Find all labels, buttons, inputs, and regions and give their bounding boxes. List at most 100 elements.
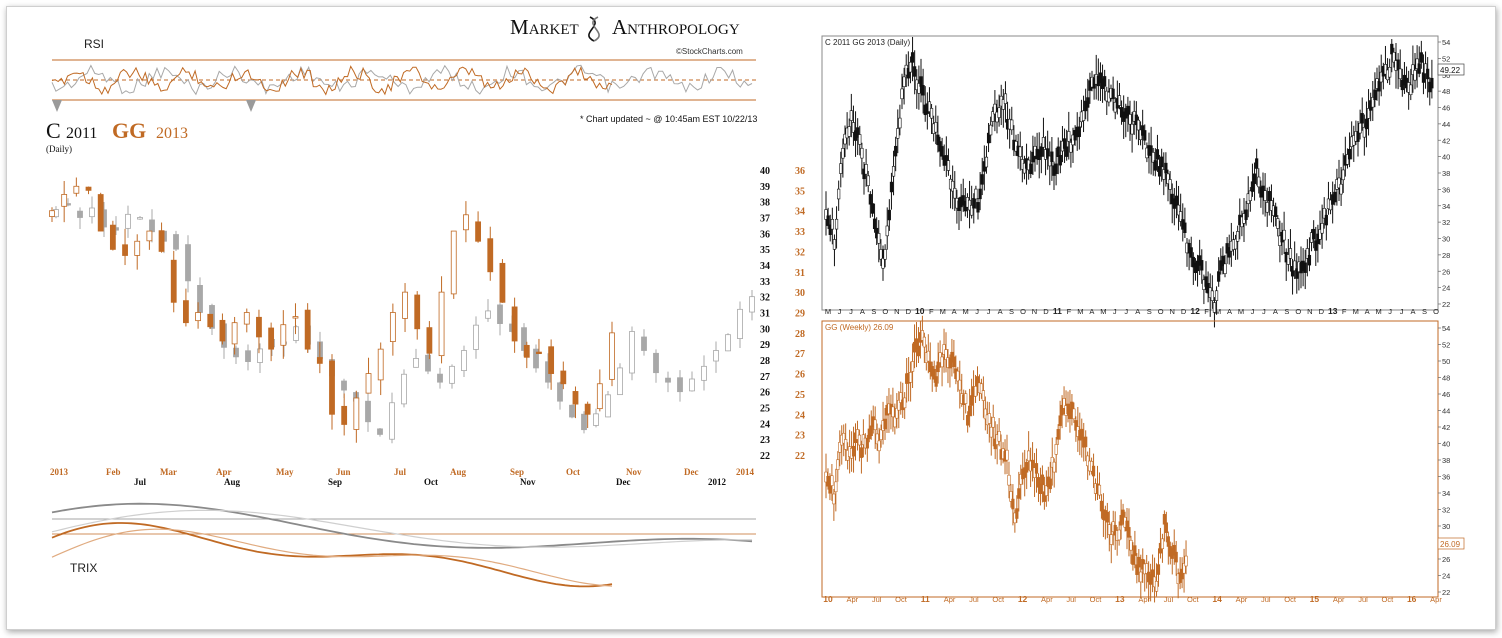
c-candle — [365, 388, 371, 432]
weekly-bar — [946, 148, 951, 176]
weekly-bar — [951, 165, 955, 210]
weekly-bar — [864, 148, 868, 187]
weekly-bar — [974, 185, 978, 209]
y-tick-label: 54 — [1442, 324, 1450, 333]
weekly-bar — [897, 391, 901, 429]
weekly-bar — [1390, 39, 1394, 73]
weekly-bar — [1076, 407, 1080, 452]
c-price-tick: 28 — [760, 356, 770, 367]
y-tick-label: 36 — [1442, 473, 1450, 482]
weekly-bar — [893, 403, 897, 435]
gg-weekly-title: GG (Weekly) 26.09 — [825, 323, 894, 332]
weekly-bar — [981, 376, 985, 418]
weekly-bar — [956, 366, 960, 392]
weekly-bar — [883, 407, 887, 440]
y-tick-label: 52 — [1442, 341, 1450, 350]
gg-weekly-panel: GG (Weekly) 26.09 54 52 50 48 46 44 42 40 38 36 34… — [821, 315, 1465, 604]
weekly-bar — [1383, 45, 1388, 79]
x-tick-label: J — [1113, 307, 1117, 316]
y-tick-label: 52 — [1442, 54, 1450, 63]
weekly-bar — [1377, 65, 1381, 106]
c-price-tick: 40 — [760, 166, 770, 177]
gg-candle — [280, 310, 287, 359]
weekly-bar — [983, 396, 987, 431]
weekly-bar — [1034, 448, 1039, 493]
c-candle — [77, 207, 83, 229]
c-price-axis: 40 39 38 37 36 35 34 33 32 31 30 29 28 27 26 25 24 23 22 36… — [760, 166, 805, 462]
x-tick-label: F — [1204, 307, 1209, 316]
weekly-bar — [1345, 148, 1350, 169]
weekly-bar — [1162, 510, 1166, 542]
dna-logo-icon — [588, 16, 600, 42]
weekly-bar — [1204, 261, 1208, 293]
x-tick-label: M — [1077, 307, 1083, 316]
weekly-bar — [1265, 187, 1269, 227]
weekly-bar — [894, 136, 898, 172]
c-date-tick: Aug — [224, 477, 241, 487]
x-tick-label: Jul — [1358, 595, 1368, 604]
weekly-bar — [1031, 135, 1035, 175]
gg-price-tick: 24 — [795, 410, 805, 421]
x-tick-label: M — [825, 307, 831, 316]
weekly-bar — [1127, 508, 1131, 557]
x-tick-label: D — [906, 307, 912, 316]
weekly-bar — [966, 411, 970, 433]
weekly-bar — [1269, 184, 1274, 223]
weekly-bar — [1157, 154, 1162, 185]
weekly-bar — [1070, 394, 1074, 426]
weekly-bar — [1056, 424, 1060, 445]
weekly-bar — [1017, 471, 1021, 512]
c-price-tick: 35 — [760, 245, 770, 256]
x-tick-label: J — [849, 307, 853, 316]
weekly-bar — [936, 115, 940, 153]
x-tick-label: F — [1342, 307, 1347, 316]
c-candle — [173, 230, 179, 252]
gg-candle — [268, 322, 275, 362]
x-tick-label: Oct — [992, 595, 1005, 604]
x-tick-label: Jul — [1164, 595, 1174, 604]
weekly-bar — [944, 332, 948, 373]
x-tick-label: 10 — [915, 306, 925, 316]
rsi-panel — [51, 59, 756, 112]
gg-candle — [377, 342, 384, 396]
gg-price-tick: 26 — [795, 370, 805, 381]
x-tick-label: Oct — [895, 595, 908, 604]
c-candle — [497, 303, 503, 336]
x-tick-label: 15 — [1310, 594, 1320, 604]
weekly-bar — [1184, 540, 1188, 575]
weekly-bar — [958, 360, 962, 409]
weekly-bar — [891, 387, 895, 432]
weekly-bar — [1223, 254, 1227, 278]
weekly-bar — [961, 178, 965, 212]
weekly-bar — [917, 65, 921, 110]
title-c: C — [46, 118, 61, 143]
weekly-bar — [1058, 400, 1062, 440]
x-tick-label: A — [1227, 307, 1232, 316]
c-price-tick: 22 — [760, 451, 770, 462]
weekly-bar — [1179, 193, 1183, 227]
weekly-bar — [1052, 458, 1056, 488]
y-tick-label: 44 — [1442, 120, 1450, 129]
x-tick-label: M — [1353, 307, 1359, 316]
weekly-bar — [887, 199, 891, 231]
weekly-bar — [913, 50, 917, 95]
gg-candle — [109, 220, 116, 251]
weekly-bar — [922, 332, 926, 363]
y-tick-label: 46 — [1442, 390, 1450, 399]
rsi-c-line — [51, 64, 753, 96]
weekly-bar — [851, 105, 856, 146]
x-tick-label: O — [1433, 307, 1439, 316]
weekly-bar — [1282, 211, 1286, 254]
x-tick-label: F — [929, 307, 934, 316]
weekly-bar — [1048, 461, 1052, 493]
c-price-tick: 37 — [760, 214, 770, 225]
weekly-bar — [1421, 54, 1426, 95]
weekly-bar — [1068, 389, 1072, 433]
weekly-bar — [948, 174, 953, 209]
c-candle — [245, 344, 251, 371]
x-tick-label: D — [1043, 307, 1049, 316]
weekly-bar — [1221, 246, 1225, 275]
weekly-bar — [1176, 185, 1181, 231]
weekly-bar — [1048, 141, 1052, 186]
